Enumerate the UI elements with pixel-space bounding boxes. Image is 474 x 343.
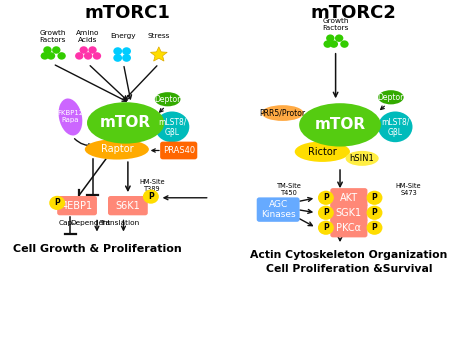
Circle shape <box>80 46 88 54</box>
Text: Cap-: Cap- <box>58 221 75 226</box>
Circle shape <box>318 221 334 235</box>
Circle shape <box>366 191 383 205</box>
Text: P: P <box>323 223 329 232</box>
Circle shape <box>93 52 101 60</box>
Text: AKT: AKT <box>340 193 358 203</box>
FancyBboxPatch shape <box>330 203 367 222</box>
Ellipse shape <box>155 92 181 106</box>
Circle shape <box>47 52 55 60</box>
Text: Amino
Acids: Amino Acids <box>76 30 100 43</box>
Circle shape <box>326 34 335 42</box>
Ellipse shape <box>299 103 381 146</box>
Circle shape <box>366 221 383 235</box>
Circle shape <box>57 52 66 60</box>
FancyBboxPatch shape <box>57 196 97 215</box>
Circle shape <box>143 189 159 204</box>
Ellipse shape <box>295 141 350 162</box>
Text: Energy: Energy <box>110 33 137 39</box>
Text: PRAS40: PRAS40 <box>163 146 195 155</box>
Circle shape <box>43 46 52 54</box>
Circle shape <box>41 52 49 60</box>
Text: Deptor: Deptor <box>378 93 404 102</box>
Ellipse shape <box>87 102 164 144</box>
Text: Translation: Translation <box>99 221 139 226</box>
FancyBboxPatch shape <box>257 197 300 222</box>
Circle shape <box>335 34 343 42</box>
Circle shape <box>329 40 338 48</box>
FancyBboxPatch shape <box>330 188 367 208</box>
Text: Dependent: Dependent <box>70 221 110 226</box>
Circle shape <box>122 47 131 55</box>
Text: Actin Cytoskeleton Organization: Actin Cytoskeleton Organization <box>250 250 447 260</box>
Text: mLST8/
GβL: mLST8/ GβL <box>158 117 186 137</box>
Ellipse shape <box>346 151 379 166</box>
Text: mLST8/
GβL: mLST8/ GβL <box>381 117 410 137</box>
Text: Growth
Factors: Growth Factors <box>39 30 66 43</box>
Text: P: P <box>372 208 377 217</box>
FancyBboxPatch shape <box>160 142 197 159</box>
Text: HM-Site
T389: HM-Site T389 <box>139 179 165 192</box>
Text: Rictor: Rictor <box>308 147 337 157</box>
Text: Cell Growth & Proliferation: Cell Growth & Proliferation <box>13 244 182 254</box>
Circle shape <box>49 196 65 210</box>
Text: mTORC2: mTORC2 <box>310 3 396 22</box>
Text: P: P <box>148 192 154 201</box>
Text: P: P <box>323 208 329 217</box>
Text: TM-Site
T450: TM-Site T450 <box>277 184 301 197</box>
FancyBboxPatch shape <box>330 218 367 237</box>
Ellipse shape <box>59 98 82 135</box>
Text: SGK1: SGK1 <box>336 208 362 218</box>
Ellipse shape <box>378 90 404 104</box>
Circle shape <box>323 40 332 48</box>
Text: HM-Site
S473: HM-Site S473 <box>396 184 421 197</box>
Text: AGC
Kinases: AGC Kinases <box>261 200 295 219</box>
Circle shape <box>113 47 122 55</box>
Ellipse shape <box>262 105 303 121</box>
Text: 4EBP1: 4EBP1 <box>62 201 92 211</box>
Text: P: P <box>55 198 60 208</box>
Text: mTOR: mTOR <box>100 115 151 130</box>
Ellipse shape <box>378 111 412 142</box>
Circle shape <box>122 54 131 62</box>
Circle shape <box>340 40 349 48</box>
Circle shape <box>318 206 334 220</box>
Text: P: P <box>372 223 377 232</box>
Text: Cell Proliferation &Survival: Cell Proliferation &Survival <box>265 264 432 274</box>
Text: P: P <box>323 193 329 202</box>
Text: FKBP12
Rapa: FKBP12 Rapa <box>57 110 83 123</box>
Text: P: P <box>372 193 377 202</box>
Text: mTOR: mTOR <box>314 117 365 132</box>
Circle shape <box>318 191 334 205</box>
Ellipse shape <box>85 139 149 159</box>
Text: Growth
Factors: Growth Factors <box>322 18 349 31</box>
Circle shape <box>88 46 97 54</box>
Text: PRR5/Protor: PRR5/Protor <box>259 108 306 118</box>
Polygon shape <box>150 47 167 61</box>
Circle shape <box>366 206 383 220</box>
Text: hSIN1: hSIN1 <box>350 154 374 163</box>
Ellipse shape <box>155 111 189 142</box>
Circle shape <box>84 52 92 60</box>
Text: Deptor: Deptor <box>155 95 181 104</box>
Circle shape <box>75 52 83 60</box>
FancyBboxPatch shape <box>108 196 148 215</box>
Circle shape <box>113 54 122 62</box>
Text: PKCα: PKCα <box>337 223 361 233</box>
Circle shape <box>52 46 61 54</box>
Text: Raptor: Raptor <box>100 144 133 154</box>
Text: mTORC1: mTORC1 <box>85 3 171 22</box>
Text: S6K1: S6K1 <box>116 201 140 211</box>
Text: Stress: Stress <box>147 33 170 39</box>
